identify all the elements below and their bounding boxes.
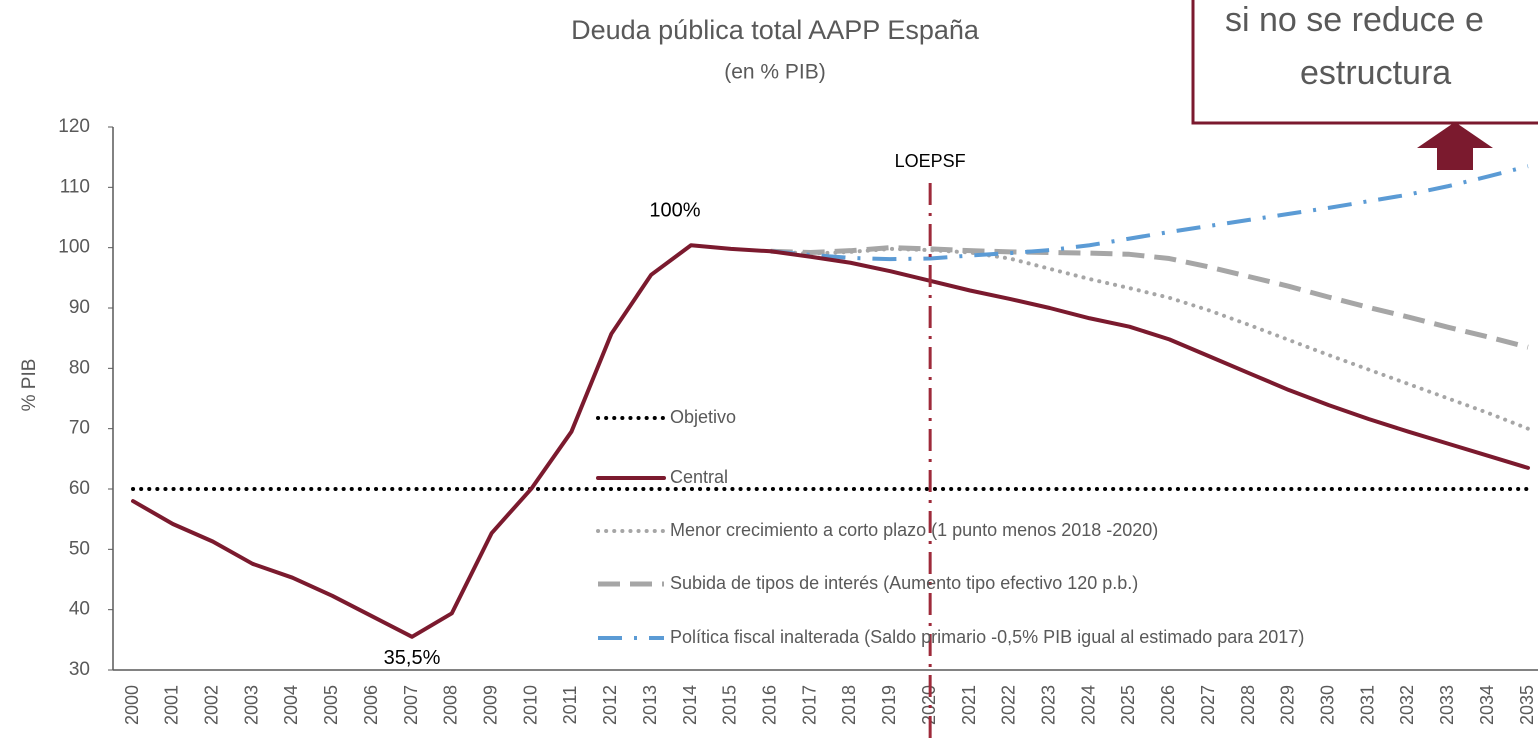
x-tick-label: 2033 xyxy=(1437,685,1457,725)
x-tick-label: 2004 xyxy=(281,685,301,725)
series-line xyxy=(131,243,1530,639)
x-tick-label: 2016 xyxy=(759,685,779,725)
callout-text: si no se reduce e xyxy=(1225,1,1484,39)
chart-subtitle: (en % PIB) xyxy=(724,61,826,84)
x-tick-label: 2027 xyxy=(1198,685,1218,725)
x-tick-label: 2001 xyxy=(162,685,182,725)
x-tick-label: 2002 xyxy=(201,685,221,725)
series-line xyxy=(770,164,1529,262)
x-tick-label: 2015 xyxy=(720,685,740,725)
y-tick-label: 80 xyxy=(69,357,90,378)
x-tick-label: 2023 xyxy=(1038,685,1058,725)
vline-label: LOEPSF xyxy=(895,151,966,171)
x-tick-label: 2032 xyxy=(1397,685,1417,725)
callout-box xyxy=(1191,0,1538,125)
y-tick-label: 120 xyxy=(58,116,90,137)
x-tick-label: 2010 xyxy=(520,685,540,725)
x-tick-label: 2031 xyxy=(1357,685,1377,725)
series-line xyxy=(768,246,1530,431)
annotation: 35,5% xyxy=(384,647,441,669)
x-tick-label: 2012 xyxy=(600,685,620,725)
x-tick-label: 2034 xyxy=(1477,685,1497,725)
x-tick-label: 2003 xyxy=(241,685,261,725)
y-tick-label: 30 xyxy=(69,659,90,680)
x-tick-label: 2009 xyxy=(480,685,500,725)
x-tick-label: 2017 xyxy=(799,685,819,725)
x-tick-label: 2021 xyxy=(959,685,979,725)
legend-label: Menor crecimiento a corto plazo (1 punto… xyxy=(670,520,1158,540)
x-tick-label: 2000 xyxy=(122,685,142,725)
y-tick-label: 90 xyxy=(69,297,90,318)
x-tick-label: 2019 xyxy=(879,685,899,725)
y-axis-label: % PIB xyxy=(19,359,40,412)
chart-title: Deuda pública total AAPP España xyxy=(571,15,980,45)
x-tick-label: 2035 xyxy=(1517,685,1537,725)
y-tick-label: 50 xyxy=(69,538,90,559)
x-tick-label: 2022 xyxy=(999,685,1019,725)
x-tick-label: 2026 xyxy=(1158,685,1178,725)
y-tick-label: 60 xyxy=(69,478,90,499)
y-tick-label: 40 xyxy=(69,599,90,620)
x-tick-label: 2029 xyxy=(1278,685,1298,725)
legend-label: Objetivo xyxy=(670,407,736,427)
arrow xyxy=(1417,122,1493,170)
x-tick-label: 2030 xyxy=(1317,685,1337,725)
legend-label: Subida de tipos de interés (Aumento tipo… xyxy=(670,573,1138,593)
x-tick-label: 2014 xyxy=(680,685,700,725)
x-tick-label: 2006 xyxy=(361,685,381,725)
annotation: 100% xyxy=(649,200,700,222)
x-tick-label: 2028 xyxy=(1238,685,1258,725)
x-tick-label: 2013 xyxy=(640,685,660,725)
x-tick-label: 2025 xyxy=(1118,685,1138,725)
callout-text: estructura xyxy=(1300,54,1451,92)
legend-label: Central xyxy=(670,467,728,487)
y-tick-label: 110 xyxy=(60,176,90,197)
x-tick-label: 2018 xyxy=(839,685,859,725)
legend-label: Política fiscal inalterada (Saldo primar… xyxy=(670,627,1304,647)
y-tick-label: 100 xyxy=(58,237,90,258)
y-tick-label: 70 xyxy=(69,418,90,439)
x-tick-label: 2011 xyxy=(560,686,580,725)
x-tick-label: 2024 xyxy=(1078,685,1098,725)
x-tick-label: 2007 xyxy=(401,685,421,725)
x-tick-label: 2005 xyxy=(321,685,341,725)
x-tick-label: 2008 xyxy=(441,685,461,725)
